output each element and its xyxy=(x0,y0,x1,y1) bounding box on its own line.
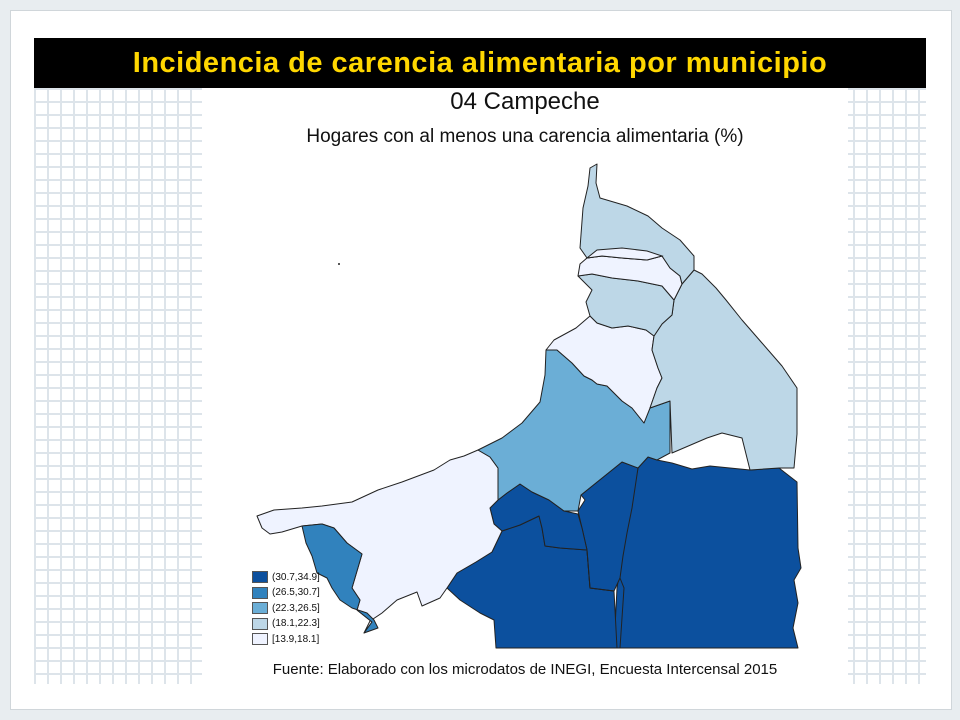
legend-swatch xyxy=(252,617,268,630)
map-panel: 04 Campeche Hogares con al menos una car… xyxy=(202,88,848,684)
legend-swatch xyxy=(252,602,268,614)
municipality-border-escarcega xyxy=(586,549,615,592)
municipality-border-calakmul xyxy=(619,577,625,649)
slide-title-bar: Incidencia de carencia alimentaria por m… xyxy=(34,38,926,88)
legend-label: [13.9,18.1] xyxy=(272,633,320,645)
legend-swatch xyxy=(252,571,268,583)
island-dot xyxy=(338,263,340,265)
legend-item: (26.5,30.7] xyxy=(252,586,320,600)
municipality-palizada-west xyxy=(301,523,379,634)
legend-item: (22.3,26.5] xyxy=(252,601,320,615)
municipality-calakmul xyxy=(613,456,802,649)
legend-label: (30.7,34.9] xyxy=(272,571,320,583)
map-legend: (30.7,34.9] (26.5,30.7] (22.3,26.5] (18.… xyxy=(252,570,320,648)
legend-label: (26.5,30.7] xyxy=(272,587,320,598)
legend-item: [13.9,18.1] xyxy=(252,632,320,646)
slide-title: Incidencia de carencia alimentaria por m… xyxy=(132,46,828,79)
legend-label: (18.1,22.3] xyxy=(272,618,320,629)
municipality-escarcega xyxy=(577,461,639,592)
legend-item: (18.1,22.3] xyxy=(252,617,320,631)
source-note: Fuente: Elaborado con los microdatos de … xyxy=(272,661,778,678)
map-subtitle: Hogares con al menos una carencia alimen… xyxy=(306,126,744,147)
map-title: 04 Campeche xyxy=(450,88,600,115)
legend-item: (30.7,34.9] xyxy=(252,570,320,584)
legend-label: (22.3,26.5] xyxy=(272,602,320,614)
campeche-choropleth-map xyxy=(256,163,802,649)
legend-swatch xyxy=(252,633,268,645)
legend-swatch xyxy=(252,586,268,599)
municipality-calkini-inner xyxy=(585,247,664,261)
